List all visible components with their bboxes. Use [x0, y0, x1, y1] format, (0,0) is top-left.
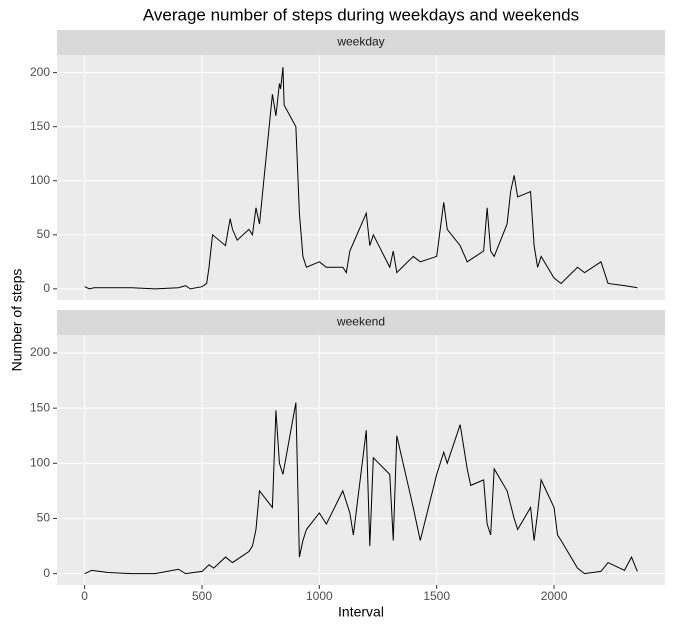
- data-line: [84, 402, 638, 575]
- x-tick-label: 0: [81, 589, 88, 603]
- y-tick-label: 100: [30, 173, 50, 187]
- y-tick-label: 100: [30, 455, 50, 469]
- chart-title: Average number of steps during weekdays …: [143, 5, 579, 24]
- strip-background: [57, 30, 665, 55]
- y-tick-label: 0: [43, 281, 50, 295]
- y-tick-label: 0: [43, 566, 50, 580]
- strip-label: weekend: [336, 315, 385, 329]
- panel-background: [57, 335, 665, 585]
- x-axis-label: Interval: [338, 604, 384, 620]
- panel-background: [57, 55, 665, 300]
- y-tick-label: 50: [37, 511, 51, 525]
- x-tick-label: 1000: [306, 589, 333, 603]
- data-line: [84, 67, 638, 290]
- y-tick-label: 150: [30, 400, 50, 414]
- y-tick-label: 200: [30, 345, 50, 359]
- x-tick-label: 1500: [423, 589, 450, 603]
- y-tick-label: 150: [30, 119, 50, 133]
- y-tick-label: 50: [37, 227, 51, 241]
- y-axis-label: Number of steps: [9, 269, 25, 372]
- strip-background: [57, 310, 665, 335]
- x-tick-label: 500: [192, 589, 212, 603]
- x-tick-label: 2000: [541, 589, 568, 603]
- strip-label: weekday: [336, 35, 384, 49]
- y-tick-label: 200: [30, 65, 50, 79]
